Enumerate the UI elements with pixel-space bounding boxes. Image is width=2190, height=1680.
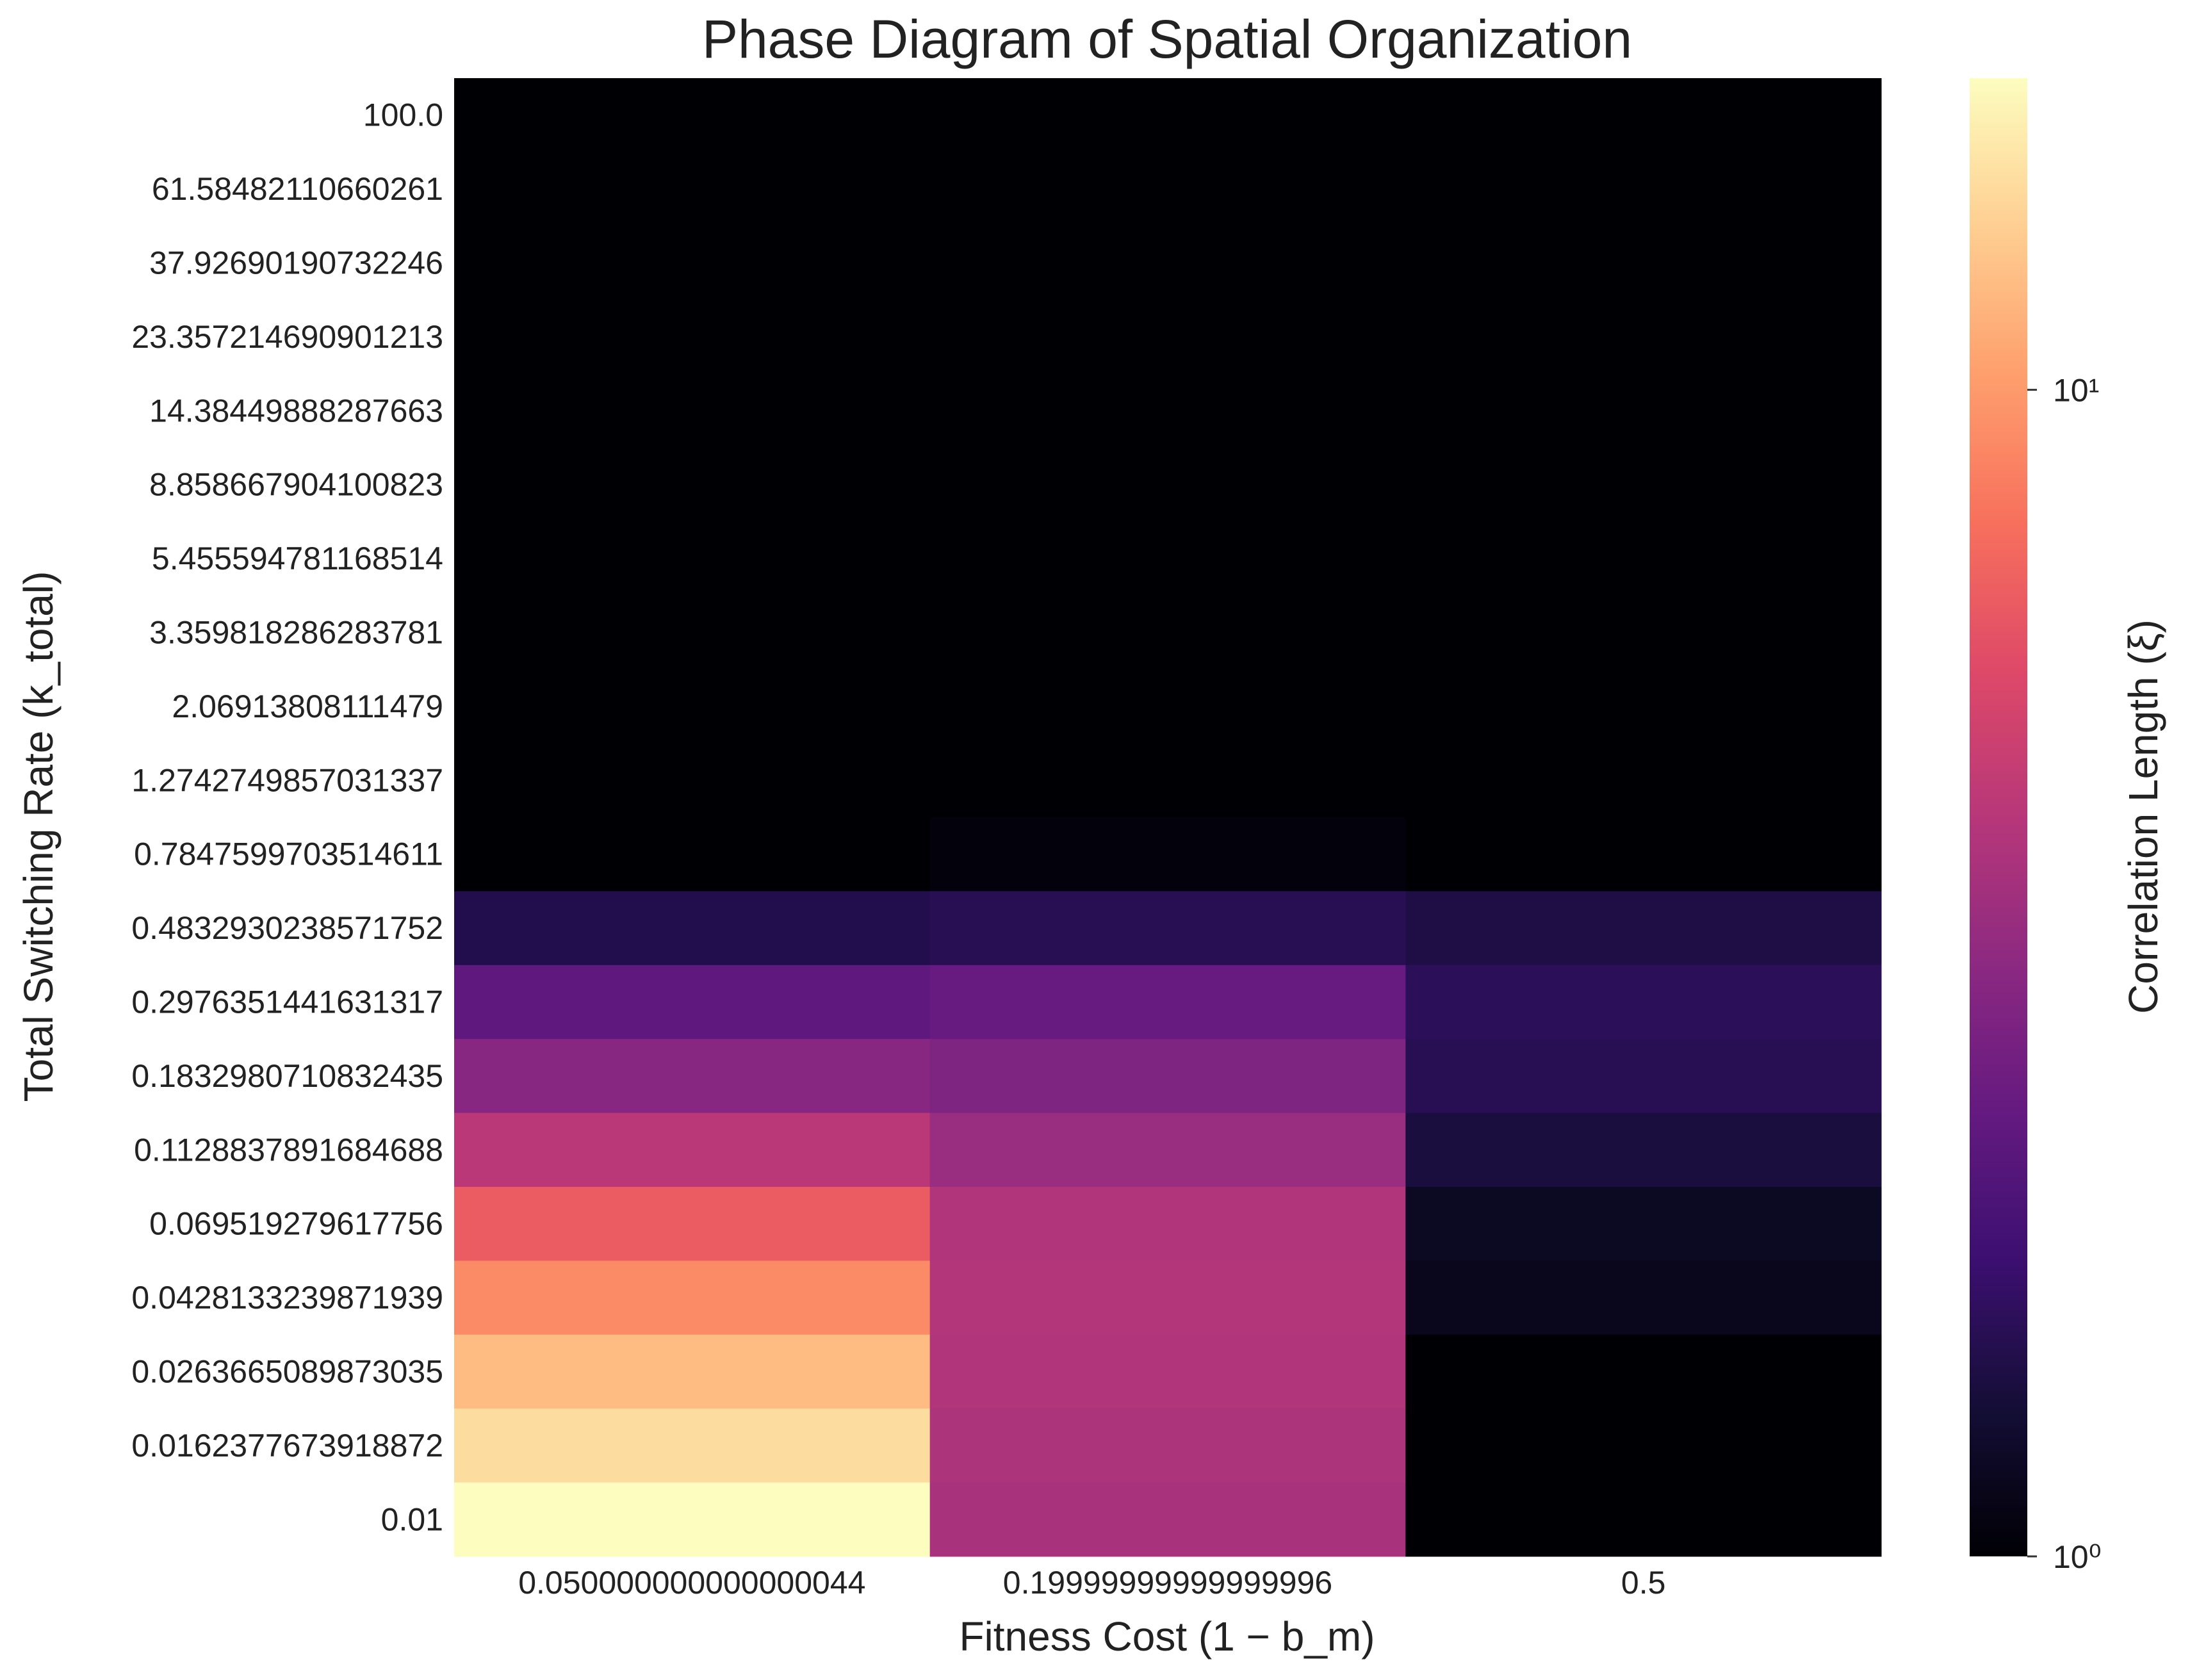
heatmap-cells — [454, 78, 1882, 1557]
heatmap-cell — [1405, 891, 1882, 966]
heatmap-cell — [454, 965, 931, 1040]
y-tick-label: 14.38449888287663 — [149, 393, 443, 428]
heatmap-cell — [929, 1260, 1406, 1335]
heatmap-cell — [454, 300, 931, 375]
y-tick-label: 1.2742749857031337 — [131, 762, 443, 798]
x-tick-label: 0.19999999999999996 — [1003, 1565, 1332, 1601]
heatmap-cell — [929, 817, 1406, 892]
heatmap-cell — [929, 891, 1406, 966]
heatmap-cell — [1405, 373, 1882, 448]
heatmap-cell — [929, 521, 1406, 596]
x-axis-label: Fitness Cost (1 − b_m) — [959, 1613, 1375, 1660]
heatmap-cell — [454, 225, 931, 300]
y-tick-label: 0.2976351441631317 — [131, 984, 443, 1020]
heatmap-cell — [454, 1039, 931, 1114]
heatmap-cell — [929, 448, 1406, 522]
heatmap-cell — [454, 1187, 931, 1261]
heatmap-cell — [1405, 743, 1882, 818]
y-tick-label: 61.58482110660261 — [152, 171, 443, 207]
y-tick-label: 0.7847599703514611 — [134, 836, 443, 872]
heatmap-cell — [1405, 817, 1882, 892]
y-tick-label: 3.359818286283781 — [149, 615, 443, 651]
colorbar-gradient — [1970, 78, 2027, 1556]
heatmap-cell — [929, 300, 1406, 375]
y-tick-label: 0.4832930238571752 — [131, 910, 443, 946]
heatmap-cell — [1405, 965, 1882, 1040]
colorbar-tick-label: 10⁰ — [2053, 1539, 2102, 1575]
heatmap-cell — [929, 78, 1406, 152]
heatmap-cell — [1405, 1113, 1882, 1187]
heatmap-cell — [1405, 1260, 1882, 1335]
heatmap-cell — [929, 373, 1406, 448]
heatmap-cell — [929, 152, 1406, 227]
heatmap-cell — [454, 152, 931, 227]
heatmap-cell — [929, 1408, 1406, 1483]
heatmap-cell — [454, 78, 931, 152]
heatmap-cell — [454, 669, 931, 744]
heatmap-cell — [929, 1113, 1406, 1187]
heatmap-cell — [929, 965, 1406, 1040]
heatmap-cell — [1405, 225, 1882, 300]
heatmap-cell — [1405, 78, 1882, 152]
heatmap-cell — [929, 1482, 1406, 1557]
heatmap-cell — [1405, 669, 1882, 744]
x-tick-label: 0.5 — [1621, 1565, 1666, 1601]
y-tick-label: 0.1832980710832435 — [131, 1058, 443, 1094]
heatmap-cell — [454, 1408, 931, 1483]
heatmap-cell — [1405, 1187, 1882, 1261]
y-tick-label: 0.0263665089873035 — [131, 1354, 443, 1390]
heatmap-cell — [1405, 521, 1882, 596]
heatmap-cell — [1405, 152, 1882, 227]
x-tick-labels: 0.050000000000000044 0.19999999999999996 0… — [518, 1565, 1665, 1601]
colorbar-label: Correlation Length (ξ) — [2120, 619, 2166, 1014]
y-tick-label: 0.069519279617756 — [149, 1206, 443, 1242]
heatmap-cell — [929, 1187, 1406, 1261]
heatmap-cell — [454, 1260, 931, 1335]
y-tick-label: 0.0428133239871939 — [131, 1280, 443, 1316]
heatmap-cell — [929, 1039, 1406, 1114]
heatmap-cell — [1405, 1039, 1882, 1114]
colorbar-tick-label: 10¹ — [2053, 373, 2099, 409]
heatmap-cell — [1405, 1482, 1882, 1557]
heatmap-cell — [454, 1113, 931, 1187]
heatmap-cell — [454, 817, 931, 892]
heatmap-cell — [454, 891, 931, 966]
heatmap-cell — [454, 595, 931, 670]
heatmap-cell — [929, 1334, 1406, 1409]
x-tick-label: 0.050000000000000044 — [518, 1565, 865, 1601]
heatmap-cell — [1405, 595, 1882, 670]
y-tick-labels: 100.0 61.58482110660261 37.92690190732246 2… — [131, 97, 443, 1538]
heatmap-cell — [1405, 1408, 1882, 1483]
y-tick-label: 0.01 — [381, 1501, 443, 1537]
heatmap-cell — [929, 225, 1406, 300]
heatmap-cell — [929, 743, 1406, 818]
heatmap-cell — [1405, 1334, 1882, 1409]
heatmap-cell — [454, 448, 931, 522]
y-tick-label: 0.1128837891684688 — [134, 1132, 443, 1168]
y-tick-label: 37.92690190732246 — [149, 245, 443, 281]
colorbar: 10⁰ 10¹ Correlation Length (ξ) — [1970, 78, 2166, 1575]
heatmap-cell — [1405, 300, 1882, 375]
y-tick-label: 2.06913808111479 — [172, 689, 443, 724]
heatmap-cell — [929, 595, 1406, 670]
heatmap-cell — [454, 373, 931, 448]
heatmap-cell — [454, 1482, 931, 1557]
y-tick-label: 0.0162377673918872 — [131, 1428, 443, 1464]
chart-title: Phase Diagram of Spatial Organization — [702, 9, 1632, 69]
y-tick-label: 5.455594781168514 — [152, 541, 443, 576]
y-tick-label: 8.858667904100823 — [149, 467, 443, 503]
heatmap-cell — [1405, 448, 1882, 522]
y-tick-label: 100.0 — [363, 97, 443, 133]
heatmap-cell — [929, 669, 1406, 744]
y-tick-label: 23.357214690901213 — [131, 319, 443, 355]
heatmap-cell — [454, 743, 931, 818]
heatmap-cell — [454, 521, 931, 596]
y-axis-label: Total Switching Rate (k_total) — [15, 571, 61, 1102]
colorbar-ticks: 10⁰ 10¹ — [2027, 373, 2102, 1575]
heatmap-cell — [454, 1334, 931, 1409]
